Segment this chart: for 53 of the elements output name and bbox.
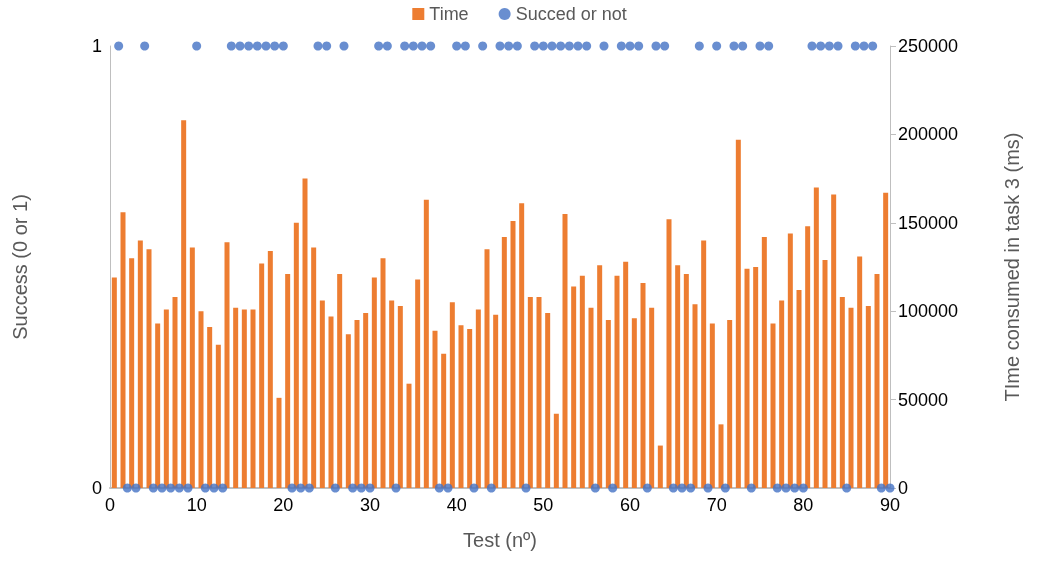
bar [510, 221, 516, 488]
x-tick-label: 10 [186, 495, 207, 515]
x-tick-label: 70 [706, 495, 727, 515]
x-tick-label: 40 [446, 495, 467, 515]
x-axis-title: Test (nº) [463, 529, 537, 551]
bar [458, 325, 464, 488]
legend-label: Time [429, 4, 469, 24]
bar [865, 305, 871, 488]
bar [111, 277, 117, 488]
bar [267, 251, 273, 488]
y2-tick-label: 250000 [898, 36, 959, 56]
x-tick-label: 0 [104, 495, 116, 515]
bar [571, 286, 577, 488]
bar [241, 309, 247, 488]
x-tick-label: 20 [273, 495, 294, 515]
bar [562, 213, 568, 488]
bar [857, 256, 863, 488]
bar [831, 194, 837, 488]
bar [380, 258, 386, 488]
bar [406, 383, 412, 488]
bar [545, 312, 551, 488]
bar [501, 236, 507, 488]
bar [259, 263, 265, 488]
bar [631, 318, 637, 488]
x-tick-label: 80 [793, 495, 814, 515]
x-tick-label: 30 [359, 495, 381, 515]
bar [623, 261, 629, 488]
bar [536, 297, 542, 488]
y-axis-title: Success (0 or 1) [9, 194, 31, 340]
y2-tick-label: 200000 [898, 124, 959, 145]
bar [657, 445, 663, 488]
bar [415, 279, 421, 488]
bar [813, 187, 819, 488]
x-tick-label: 90 [879, 495, 901, 515]
bar [319, 300, 325, 488]
x-tick-label: 50 [533, 495, 554, 515]
legend-label: Succed or not [515, 4, 627, 24]
bar [822, 259, 828, 488]
bar [553, 413, 559, 488]
x-tick-label: 60 [619, 495, 641, 515]
y2-axis-title: TIme consumed in task 3 (ms) [1001, 132, 1023, 402]
bar [761, 236, 767, 488]
y2-tick-label: 150000 [898, 212, 959, 233]
bar [423, 199, 429, 488]
bar [233, 307, 239, 488]
bar [579, 275, 585, 488]
bar [735, 139, 741, 488]
y-tick-label: 1 [91, 36, 102, 56]
bar [276, 397, 282, 488]
bar [250, 309, 256, 488]
y2-tick-label: 50000 [898, 389, 949, 410]
y2-tick-label: 0 [898, 478, 909, 498]
y2-tick-label: 100000 [898, 301, 959, 322]
